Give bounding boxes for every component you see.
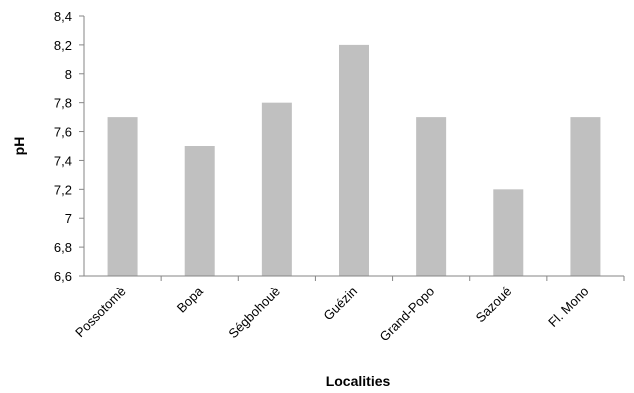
y-tick-label: 8,4 bbox=[54, 9, 72, 24]
bar bbox=[184, 146, 215, 276]
y-tick-label: 6,6 bbox=[54, 269, 72, 284]
y-axis-ticks: 6,6 6,8 7 7,2 7,4 7,6 7,8 8 8,2 8,4 bbox=[54, 9, 84, 284]
y-tick-label: 7 bbox=[65, 211, 72, 226]
category-label: Sazoué bbox=[473, 284, 515, 326]
bar bbox=[339, 44, 369, 277]
category-label: Bopa bbox=[174, 283, 207, 316]
y-axis-title: pH bbox=[11, 137, 27, 156]
y-tick-label: 7,6 bbox=[54, 125, 72, 140]
y-tick-label: 6,8 bbox=[54, 240, 72, 255]
category-label: Grand-Popo bbox=[377, 284, 438, 345]
y-tick-label: 8 bbox=[65, 67, 72, 82]
bar bbox=[261, 102, 292, 277]
category-label: Guézin bbox=[320, 284, 360, 324]
y-tick-label: 7,8 bbox=[54, 96, 72, 111]
category-label: Ségbohouè bbox=[225, 284, 283, 342]
x-axis-title: Localities bbox=[326, 373, 391, 389]
bar bbox=[493, 189, 524, 276]
category-label: Possotomè bbox=[72, 284, 129, 341]
y-tick-label: 7,4 bbox=[54, 153, 72, 168]
y-tick-label: 7,2 bbox=[54, 182, 72, 197]
bar bbox=[416, 117, 447, 276]
y-tick-label: 8,2 bbox=[54, 38, 72, 53]
category-label: Fl. Mono bbox=[545, 284, 591, 330]
bar bbox=[107, 117, 138, 276]
bar bbox=[570, 117, 601, 276]
x-axis-ticks: Possotomè Bopa Ségbohouè Guézin Grand-Popo Sa… bbox=[72, 276, 625, 345]
bars-group bbox=[107, 44, 601, 277]
